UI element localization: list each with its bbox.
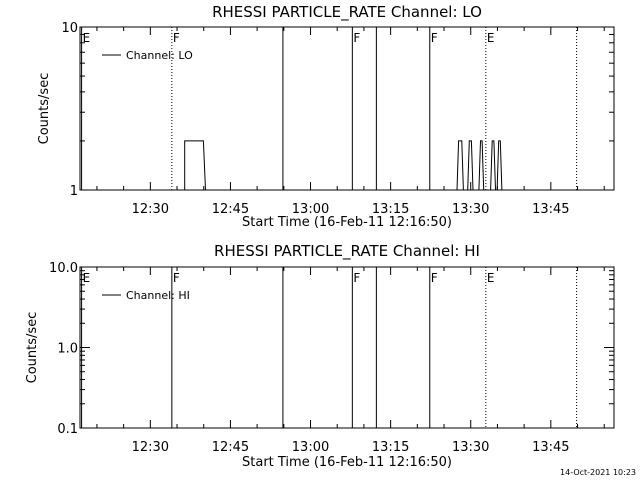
x-tick-label: 12:45	[212, 202, 249, 217]
series-line	[184, 140, 503, 191]
x-tick-label: 13:15	[372, 440, 409, 455]
x-tick-label: 13:00	[292, 440, 329, 455]
event-marker-label: F	[431, 271, 438, 285]
x-tick-label: 12:30	[132, 202, 169, 217]
footer-timestamp: 14-Oct-2021 10:23	[560, 468, 636, 477]
event-marker-label: E	[487, 31, 495, 45]
x-tick-label: 13:45	[532, 202, 569, 217]
event-marker-label: F	[173, 31, 180, 45]
legend-entry: Channel: HI	[126, 289, 190, 302]
y-axis-label: Counts/sec	[25, 312, 40, 384]
event-marker-label: F	[173, 271, 180, 285]
event-marker-label: F	[353, 271, 360, 285]
event-marker-label: E	[487, 271, 495, 285]
x-tick-label: 12:30	[132, 440, 169, 455]
event-marker-label: F	[353, 31, 360, 45]
chart-title: RHESSI PARTICLE_RATE Channel: HI	[214, 242, 480, 261]
y-axis-label: Counts/sec	[37, 73, 52, 145]
x-axis-label: Start Time (16-Feb-11 12:16:50)	[242, 455, 452, 470]
x-tick-label: 13:45	[532, 440, 569, 455]
y-tick-label: 0.1	[57, 422, 78, 437]
chart-title: RHESSI PARTICLE_RATE Channel: LO	[212, 3, 482, 22]
legend-entry: Channel: LO	[126, 49, 193, 62]
chart-panel-2: RHESSI PARTICLE_RATE Channel: HI 12:30 12:…	[25, 242, 615, 470]
chart-panel-1: RHESSI PARTICLE_RATE Channel: LO 12:30 12:…	[37, 3, 615, 230]
event-marker-label: E	[83, 31, 91, 45]
y-tick-label: 1.0	[57, 342, 78, 357]
x-tick-label: 13:30	[452, 440, 489, 455]
y-tick-label: 1	[70, 184, 78, 199]
x-tick-label: 13:30	[452, 202, 489, 217]
event-marker-label: E	[83, 271, 91, 285]
x-tick-label: 13:15	[372, 202, 409, 217]
y-tick-label: 10	[61, 21, 78, 36]
y-tick-label: 10.0	[49, 261, 78, 276]
x-tick-label: 12:45	[212, 440, 249, 455]
x-axis-label: Start Time (16-Feb-11 12:16:50)	[242, 215, 452, 230]
x-tick-label: 13:00	[292, 202, 329, 217]
event-marker-label: F	[431, 31, 438, 45]
